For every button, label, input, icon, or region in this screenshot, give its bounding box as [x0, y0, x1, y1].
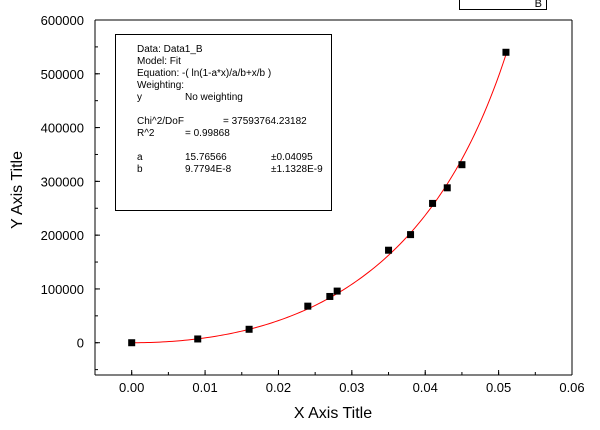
- y-tick-label: 0: [77, 336, 84, 351]
- data-points: [128, 48, 510, 347]
- param-b-error: ±1.1328E-9: [271, 164, 323, 175]
- fit-model-line: Model: Fit: [137, 56, 181, 67]
- param-a-value: 15.76566: [185, 152, 227, 163]
- weighting-y-label: y: [137, 92, 142, 103]
- x-tick-label: 0.02: [266, 380, 291, 395]
- fit-param-b-row: b 9.7794E-8 ±1.1328E-9: [137, 164, 331, 176]
- r2-value: = 0.99868: [185, 128, 230, 139]
- data-point: [385, 246, 393, 254]
- fit-weighting-row: y No weighting: [137, 92, 331, 104]
- x-axis-ticks: 0.00 0.01 0.02 0.03 0.04 0.05 0.06: [94, 370, 585, 395]
- data-point: [429, 199, 437, 207]
- y-axis-title: Y Axis Title: [9, 151, 26, 229]
- legend: B: [459, 0, 547, 10]
- x-tick-label: 0.06: [559, 380, 584, 395]
- fit-equation-line: Equation: -( ln(1-a*x)/a/b+x/b ): [137, 68, 272, 79]
- data-point: [407, 231, 415, 239]
- y-tick-label: 200000: [41, 228, 84, 243]
- data-point: [194, 335, 202, 343]
- x-tick-label: 0.05: [486, 380, 511, 395]
- data-point: [502, 48, 510, 56]
- y-tick-label: 100000: [41, 282, 84, 297]
- fit-r2-row: R^2 = 0.99868: [137, 128, 331, 140]
- y-axis-ticks: 0 100000 200000 300000 400000 500000 600000: [41, 13, 100, 371]
- data-point: [333, 287, 341, 295]
- x-tick-label: 0.03: [339, 380, 364, 395]
- data-point: [128, 339, 136, 347]
- data-point: [443, 184, 451, 192]
- fit-chi-row: Chi^2/DoF = 37593764.23182: [137, 116, 331, 128]
- x-axis-title: X Axis Title: [294, 405, 372, 422]
- x-tick-label: 0.00: [119, 380, 144, 395]
- param-a-error: ±0.04095: [271, 152, 313, 163]
- data-point: [245, 325, 253, 333]
- data-point: [304, 302, 312, 310]
- param-b-label: b: [137, 164, 143, 175]
- weighting-value: No weighting: [185, 92, 243, 103]
- x-tick-label: 0.01: [192, 380, 217, 395]
- chi-label: Chi^2/DoF: [137, 116, 184, 127]
- data-point: [326, 292, 334, 300]
- x-tick-label: 0.04: [413, 380, 438, 395]
- y-tick-label: 500000: [41, 67, 84, 82]
- r2-label: R^2: [137, 128, 155, 139]
- y-tick-label: 300000: [41, 174, 84, 189]
- y-tick-label: 600000: [41, 13, 84, 28]
- param-b-value: 9.7794E-8: [185, 164, 232, 175]
- fit-param-a-row: a 15.76566 ±0.04095: [137, 152, 331, 164]
- param-a-label: a: [137, 152, 143, 163]
- fit-results-box: Data: Data1_B Model: Fit Equation: -( ln…: [115, 34, 332, 211]
- fit-curve-layer: [131, 54, 507, 344]
- fit-curve: [131, 54, 507, 344]
- y-tick-label: 400000: [41, 121, 84, 136]
- chi-value: = 37593764.23182: [223, 116, 307, 127]
- data-point: [458, 161, 466, 169]
- legend-label: B: [534, 0, 542, 10]
- fit-data-line: Data: Data1_B: [137, 44, 203, 55]
- fit-weighting-line: Weighting:: [137, 80, 185, 91]
